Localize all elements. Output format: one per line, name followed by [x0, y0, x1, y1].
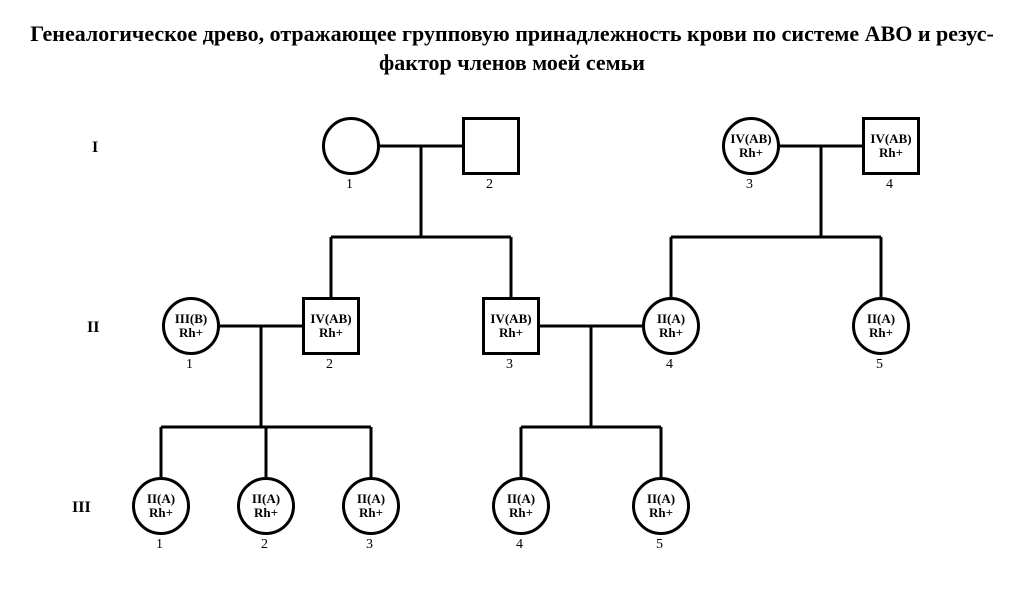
node-blood-type: IV(AB) [870, 132, 911, 146]
node-blood-type: II(A) [357, 492, 385, 506]
node-rh-factor: Rh+ [319, 326, 343, 340]
page-title: Генеалогическое древо, отражающее группо… [20, 20, 1004, 77]
node-blood-type: II(A) [147, 492, 175, 506]
pedigree-node-III3: II(A)Rh+ [342, 477, 400, 535]
node-number-II1: 1 [186, 357, 193, 373]
pedigree-node-II1: III(B)Rh+ [162, 297, 220, 355]
node-rh-factor: Rh+ [739, 146, 763, 160]
node-blood-type: II(A) [507, 492, 535, 506]
node-rh-factor: Rh+ [254, 506, 278, 520]
node-number-III1: 1 [156, 537, 163, 553]
node-rh-factor: Rh+ [869, 326, 893, 340]
node-rh-factor: Rh+ [879, 146, 903, 160]
node-rh-factor: Rh+ [359, 506, 383, 520]
node-blood-type: II(A) [647, 492, 675, 506]
node-rh-factor: Rh+ [509, 506, 533, 520]
node-number-I1: 1 [346, 177, 353, 193]
pedigree-node-I2 [462, 117, 520, 175]
node-number-II5: 5 [876, 357, 883, 373]
pedigree-node-II3: IV(AB)Rh+ [482, 297, 540, 355]
pedigree-node-III1: II(A)Rh+ [132, 477, 190, 535]
node-number-II2: 2 [326, 357, 333, 373]
node-number-III4: 4 [516, 537, 523, 553]
pedigree-stage: 12IV(AB)Rh+3IV(AB)Rh+4III(B)Rh+1IV(AB)Rh… [22, 97, 1002, 577]
pedigree-node-II4: II(A)Rh+ [642, 297, 700, 355]
node-number-II4: 4 [666, 357, 673, 373]
node-blood-type: IV(AB) [490, 312, 531, 326]
pedigree-node-III5: II(A)Rh+ [632, 477, 690, 535]
node-blood-type: IV(AB) [310, 312, 351, 326]
generation-label-III: III [72, 499, 91, 517]
pedigree-node-III2: II(A)Rh+ [237, 477, 295, 535]
node-blood-type: II(A) [252, 492, 280, 506]
pedigree-node-II5: II(A)Rh+ [852, 297, 910, 355]
node-blood-type: III(B) [175, 312, 208, 326]
node-blood-type: IV(AB) [730, 132, 771, 146]
node-number-III5: 5 [656, 537, 663, 553]
node-number-I2: 2 [486, 177, 493, 193]
node-blood-type: II(A) [867, 312, 895, 326]
generation-label-I: I [92, 139, 98, 157]
node-number-III2: 2 [261, 537, 268, 553]
pedigree-node-II2: IV(AB)Rh+ [302, 297, 360, 355]
node-number-I3: 3 [746, 177, 753, 193]
node-rh-factor: Rh+ [149, 506, 173, 520]
node-rh-factor: Rh+ [179, 326, 203, 340]
node-number-I4: 4 [886, 177, 893, 193]
pedigree-node-I4: IV(AB)Rh+ [862, 117, 920, 175]
node-number-II3: 3 [506, 357, 513, 373]
pedigree-node-I1 [322, 117, 380, 175]
node-blood-type: II(A) [657, 312, 685, 326]
pedigree-node-III4: II(A)Rh+ [492, 477, 550, 535]
node-number-III3: 3 [366, 537, 373, 553]
node-rh-factor: Rh+ [649, 506, 673, 520]
node-rh-factor: Rh+ [499, 326, 523, 340]
generation-label-II: II [87, 319, 99, 337]
pedigree-node-I3: IV(AB)Rh+ [722, 117, 780, 175]
node-rh-factor: Rh+ [659, 326, 683, 340]
